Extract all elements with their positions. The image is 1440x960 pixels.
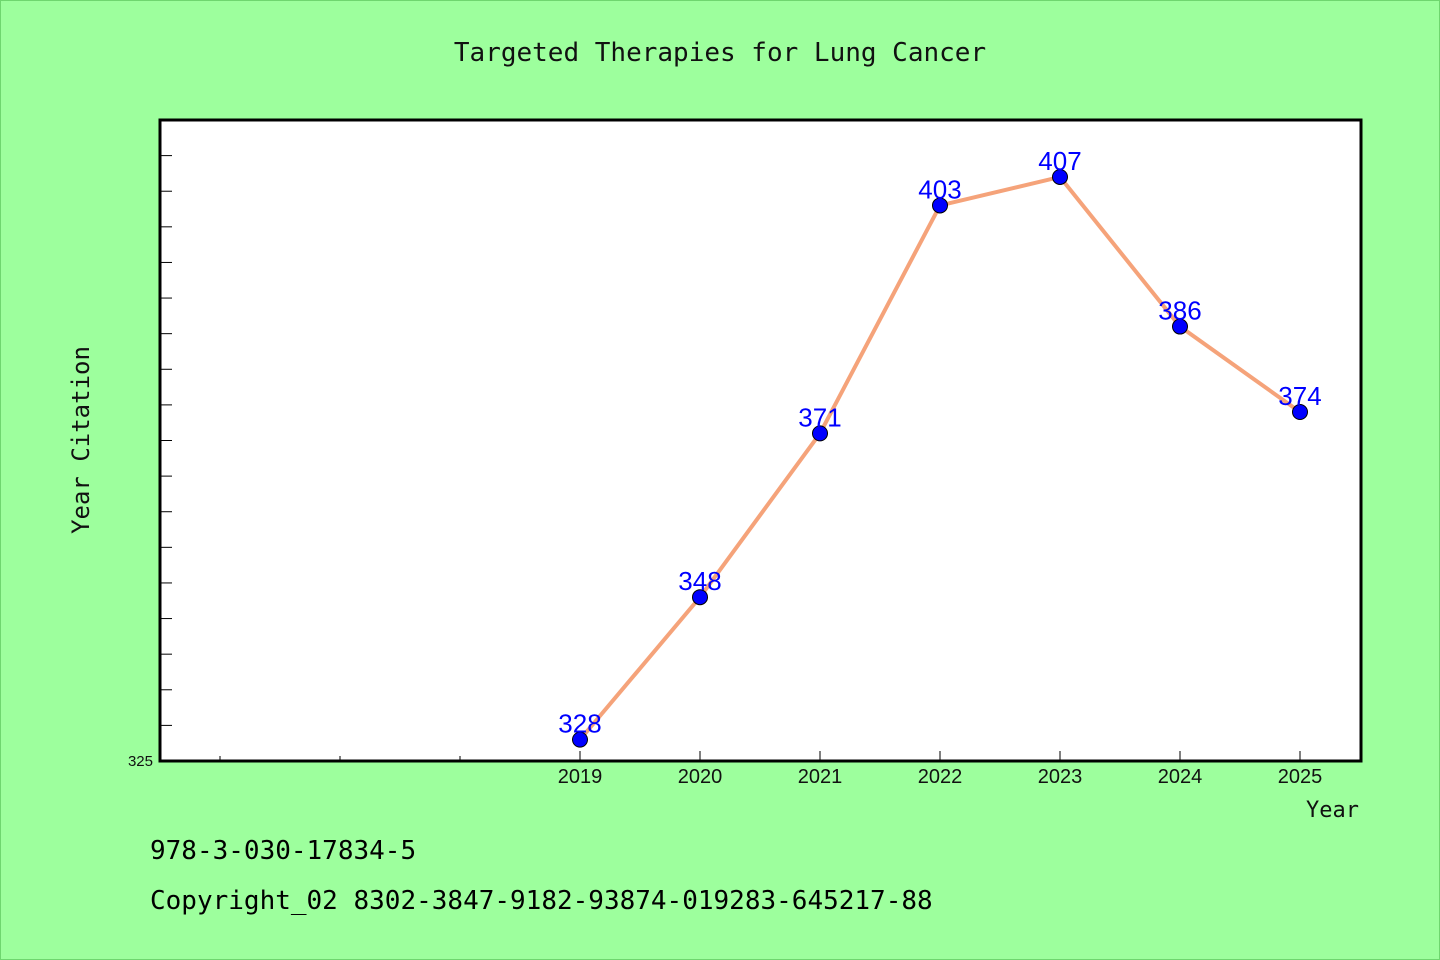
plot-area xyxy=(158,118,1363,763)
y-axis-ticks xyxy=(160,155,172,726)
x-axis-title: Year xyxy=(1306,798,1359,823)
x-axis-ticks xyxy=(219,751,1301,761)
data-point xyxy=(1052,168,1068,185)
y-axis-title: Year Citation xyxy=(67,346,95,534)
data-point xyxy=(692,589,708,606)
x-tick-label: 2019 xyxy=(558,766,603,788)
x-tick-labels: 2019 2020 2021 2022 2023 2024 2025 xyxy=(558,766,1323,788)
data-point xyxy=(572,731,588,748)
data-label: 348 xyxy=(678,566,721,596)
data-point xyxy=(1172,318,1188,335)
x-tick-label: 2023 xyxy=(1038,766,1083,788)
data-label: 374 xyxy=(1278,381,1321,411)
x-tick-label: 2024 xyxy=(1158,766,1203,788)
data-label: 386 xyxy=(1158,296,1201,326)
data-point xyxy=(812,425,828,442)
x-tick-label: 2022 xyxy=(918,766,963,788)
x-tick-label: 2021 xyxy=(798,766,843,788)
data-labels: 328 348 371 403 407 386 374 xyxy=(558,146,1321,739)
data-point xyxy=(932,197,948,214)
x-tick-label: 2020 xyxy=(678,766,723,788)
data-label: 371 xyxy=(798,402,841,432)
data-label: 328 xyxy=(558,709,601,739)
isbn-text: 978-3-030-17834-5 xyxy=(150,836,417,866)
chart-title: Targeted Therapies for Lung Cancer xyxy=(454,38,986,68)
x-tick-label: 2025 xyxy=(1278,766,1323,788)
data-point xyxy=(1292,404,1308,421)
data-label: 403 xyxy=(918,174,961,204)
y-axis-min-label: 325 xyxy=(128,753,153,770)
data-label: 407 xyxy=(1038,146,1081,176)
copyright-text: Copyright_02 8302-3847-9182-93874-019283… xyxy=(150,886,933,916)
series-markers xyxy=(572,168,1308,748)
